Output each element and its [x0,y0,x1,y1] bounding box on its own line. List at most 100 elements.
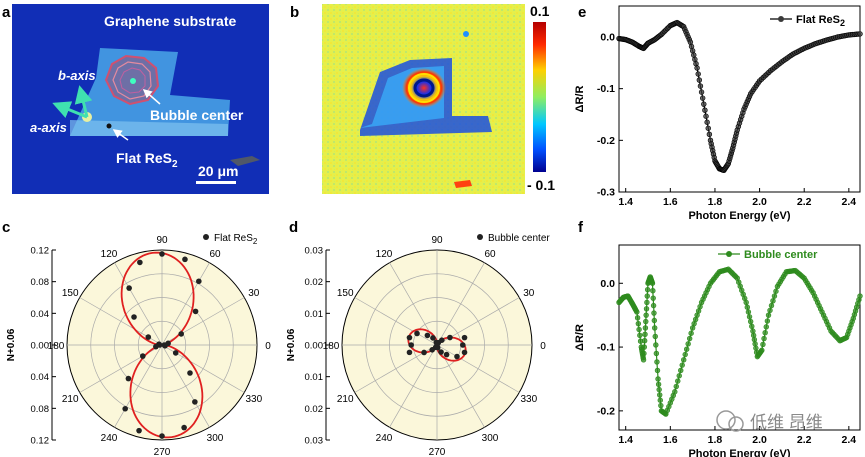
data-point [701,101,707,107]
data-point [694,65,700,71]
data-point [634,309,640,315]
radial-tick-label: 0.12 [31,246,50,257]
data-point [762,330,768,336]
data-point [634,315,641,321]
angle-label: 150 [337,288,354,299]
angle-label: 120 [376,249,393,260]
data-point [679,362,685,368]
data-point [447,334,453,341]
legend-label: Bubble center [744,249,818,261]
colorbar-max: 0.1 [530,3,550,19]
polar-ylabel: N+0.06 [286,328,297,361]
data-point [683,346,690,352]
data-point [125,375,132,382]
flat-dot [106,123,112,129]
data-point [761,335,767,342]
bubble-center-dot [130,78,136,84]
angle-label: 120 [101,249,118,260]
polar-chart-bubble: 0 30 60 90 120 150 180 210 240 270 300 330 0.03 0.02 0… [286,233,550,457]
panel-letter-a: a [2,4,11,21]
colorbar-min: - 0.1 [527,177,555,193]
x-tick-label: 1.4 [618,196,633,208]
b-axis-arrow [74,85,93,118]
angle-label: 270 [429,447,446,457]
data-point [642,325,649,331]
radial-tick-label: 0.01 [305,372,324,383]
angle-label: 0 [540,341,546,352]
x-tick-label: 1.4 [618,434,633,446]
data-point [654,367,661,374]
data-point [656,386,662,393]
x-tick-label: 2.0 [752,434,767,446]
data-point [770,298,776,304]
data-point [643,312,649,318]
x-tick-label: 2.2 [797,196,812,208]
data-point [651,310,657,316]
data-point [767,307,773,314]
x-tick-label: 2.2 [797,434,812,446]
panel-a: Graphene substrate b-axis a-axis Bubble … [12,4,269,194]
legend-marker [477,234,483,240]
data-point [743,299,749,306]
data-point [159,251,165,257]
data-point [675,378,681,384]
data-point [461,349,468,356]
a-axis-label: a-axis [30,120,67,135]
radial-tick-label: 0.02 [305,404,324,415]
radial-tick-label: 0.03 [305,436,324,447]
data-point [136,427,142,434]
angle-label: 180 [323,341,340,352]
data-point [705,125,711,131]
data-point [172,350,179,356]
legend-label: Flat ReS2 [214,233,258,246]
a-axis-arrow [52,101,88,119]
data-point [857,293,863,299]
data-point [749,323,755,330]
angle-label: 30 [523,288,535,299]
data-point [703,113,709,119]
radial-tick-label: 0.02 [305,277,324,288]
data-point [697,83,704,89]
x-tick-label: 2.4 [842,434,857,446]
data-point [760,341,766,348]
data-point [682,351,688,358]
data-point [122,405,128,412]
data-point [686,335,693,342]
data-point [673,383,679,390]
x-tick-label: 1.8 [708,196,723,208]
data-point [461,334,468,341]
data-point [443,351,450,358]
x-axis-label: Photon Energy (eV) [688,448,790,457]
scalebar-label: 20 μm [198,163,238,179]
bubble-center-label: Bubble center [150,107,244,123]
legend-marker [203,234,209,240]
data-point [181,424,187,431]
colorbar [533,22,546,172]
radial-tick-label: 0.01 [305,309,324,320]
data-point [454,353,460,360]
data-point [643,318,649,325]
angle-label: 0 [265,341,271,352]
data-point [641,337,648,344]
data-point [459,342,466,348]
x-tick-label: 1.6 [663,434,678,446]
angle-label: 270 [154,447,171,457]
legend-marker [726,251,732,257]
radial-tick-label: 0.00 [305,341,324,352]
data-point [649,280,656,286]
angle-label: 60 [484,249,496,260]
watermark-text: 低维 昂维 [750,413,823,432]
data-point [408,342,415,348]
data-point [192,308,199,315]
y-axis-label: ΔR/R [574,324,586,351]
data-point [759,347,765,353]
y-axis-label: ΔR/R [574,86,586,113]
angle-label: 60 [209,249,221,260]
data-point [196,278,202,285]
data-point [424,332,431,339]
spectrum-chart-bubble: 1.4 1.6 1.8 2.0 2.2 2.4 0.0 -0.1 -0.2 Photon Ener… [574,244,863,457]
y-tick-label: -0.3 [597,187,615,199]
x-tick-label: 2.0 [752,196,767,208]
polar-ylabel: N+0.06 [6,328,17,361]
angle-label: 240 [101,433,118,444]
